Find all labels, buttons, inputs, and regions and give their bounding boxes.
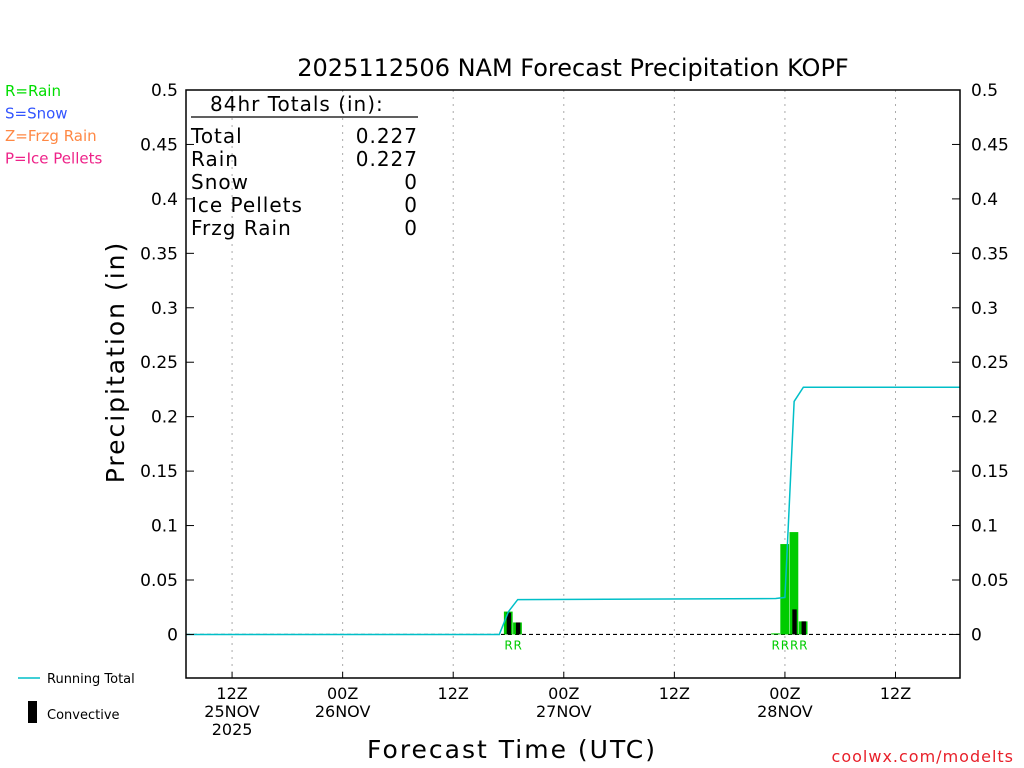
series-legend: Running Total Convective <box>18 672 135 723</box>
y-tick-label-right: 0.5 <box>971 81 998 101</box>
precip-type-marker: R <box>772 638 780 652</box>
y-tick-label-right: 0.05 <box>971 571 1009 591</box>
y-tick-label-left: 0 <box>167 625 178 645</box>
y-tick-label-right: 0.4 <box>971 190 998 210</box>
y-tick-label-right: 0.2 <box>971 408 998 428</box>
y-axis-label: Precipitation (in) <box>101 241 130 484</box>
totals-label: Total <box>190 124 243 148</box>
y-tick-label-right: 0.35 <box>971 244 1009 264</box>
x-tick-label: 12Z <box>438 684 469 703</box>
bars <box>503 532 808 635</box>
precip-type-legend-entry: Z=Frzg Rain <box>5 127 97 145</box>
y-tick-label-right: 0.1 <box>971 517 998 537</box>
plot-grid <box>231 90 896 678</box>
y-tick-label-right: 0.45 <box>971 135 1009 155</box>
rain-bar <box>789 532 799 635</box>
y-tick-label-right: 0 <box>971 625 982 645</box>
precip-type-marker: R <box>781 638 789 652</box>
precip-type-marker: R <box>799 638 807 652</box>
convective-bar <box>792 609 797 635</box>
y-tick-label-left: 0.35 <box>140 244 178 264</box>
precip-type-legend-entry: R=Rain <box>5 82 61 100</box>
precip-type-marker: R <box>790 638 798 652</box>
y-axis: 0 00.05 0.050.1 0.10.15 0.150.2 0.20.25 0.250.… <box>140 81 1009 645</box>
precip-type-legend-entry: P=Ice Pellets <box>5 150 102 168</box>
convective-legend-swatch <box>28 701 37 723</box>
totals-label: Frzg Rain <box>191 216 292 240</box>
x-tick-label: 00Z <box>327 684 358 703</box>
convective-bar <box>515 622 521 635</box>
x-axis-label: Forecast Time (UTC) <box>367 735 657 764</box>
totals-value: 0.227 <box>356 147 418 171</box>
totals-value: 0 <box>404 216 418 240</box>
x-tick-label: 2025 <box>212 720 253 739</box>
totals-value: 0 <box>404 170 418 194</box>
precip-type-legend-entry: S=Snow <box>5 105 68 123</box>
x-tick-label: 25NOV <box>204 702 260 721</box>
y-tick-label-left: 0.2 <box>151 408 178 428</box>
y-tick-label-left: 0.4 <box>151 190 178 210</box>
totals-box: 84hr Totals (in): Total 0.227 Rain 0.227 Sno… <box>190 92 418 240</box>
plot-frame <box>185 89 961 679</box>
precip-type-marker: R <box>514 638 522 652</box>
y-tick-label-right: 0.3 <box>971 299 998 319</box>
rain-bar <box>771 633 780 635</box>
y-tick-label-right: 0.25 <box>971 353 1009 373</box>
totals-label: Ice Pellets <box>191 193 303 217</box>
y-tick-label-left: 0.45 <box>140 135 178 155</box>
totals-label: Rain <box>191 147 239 171</box>
x-tick-label: 12Z <box>216 684 247 703</box>
precip-type-legend: R=Rain S=Snow Z=Frzg Rain P=Ice Pellets <box>5 82 102 168</box>
x-tick-label: 28NOV <box>757 702 813 721</box>
totals-label: Snow <box>191 170 249 194</box>
y-tick-label-left: 0.5 <box>151 81 178 101</box>
totals-value: 0.227 <box>356 124 418 148</box>
x-tick-label: 27NOV <box>536 702 592 721</box>
x-tick-label: 12Z <box>659 684 690 703</box>
x-tick-label: 00Z <box>548 684 579 703</box>
x-tick-label: 00Z <box>769 684 800 703</box>
totals-value: 0 <box>404 193 418 217</box>
x-tick-label: 26NOV <box>315 702 371 721</box>
running-total-line <box>186 386 960 636</box>
y-tick-label-left: 0.15 <box>140 462 178 482</box>
y-tick-label-right: 0.15 <box>971 462 1009 482</box>
convective-legend-label: Convective <box>47 708 120 723</box>
y-tick-label-left: 0.05 <box>140 571 178 591</box>
y-tick-label-left: 0.25 <box>140 353 178 373</box>
convective-bar <box>506 612 512 635</box>
chart-title: 2025112506 NAM Forecast Precipitation KO… <box>297 54 848 82</box>
totals-heading: 84hr Totals (in): <box>210 92 384 116</box>
y-tick-label-left: 0.1 <box>151 517 178 537</box>
watermark: coolwx.com/modelts <box>832 747 1014 766</box>
running-total-legend-label: Running Total <box>47 672 135 687</box>
y-tick-label-left: 0.3 <box>151 299 178 319</box>
x-tick-label: 12Z <box>880 684 911 703</box>
convective-bar <box>801 621 806 635</box>
precip-type-marker: R <box>504 638 512 652</box>
